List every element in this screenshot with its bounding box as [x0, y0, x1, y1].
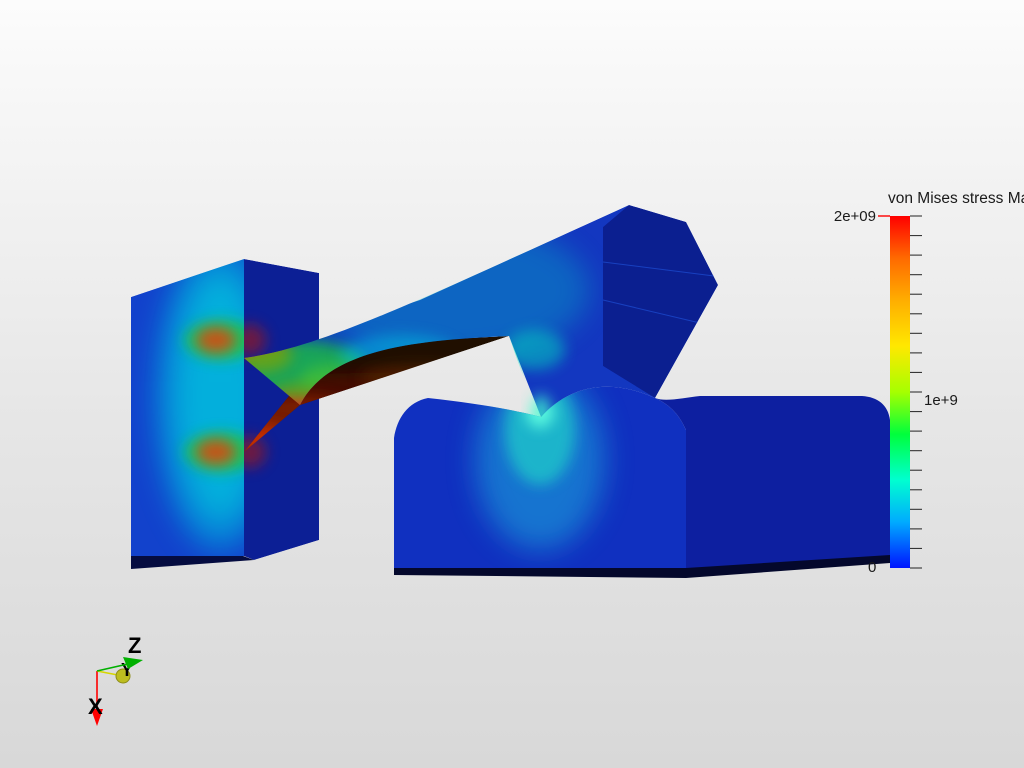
svg-text:Z: Z — [128, 633, 141, 658]
svg-text:1e+9: 1e+9 — [924, 392, 958, 409]
svg-text:X: X — [88, 694, 103, 719]
svg-text:0: 0 — [868, 559, 876, 576]
svg-text:2e+09: 2e+09 — [834, 208, 876, 225]
svg-text:von Mises stress Mag: von Mises stress Mag — [888, 190, 1024, 207]
